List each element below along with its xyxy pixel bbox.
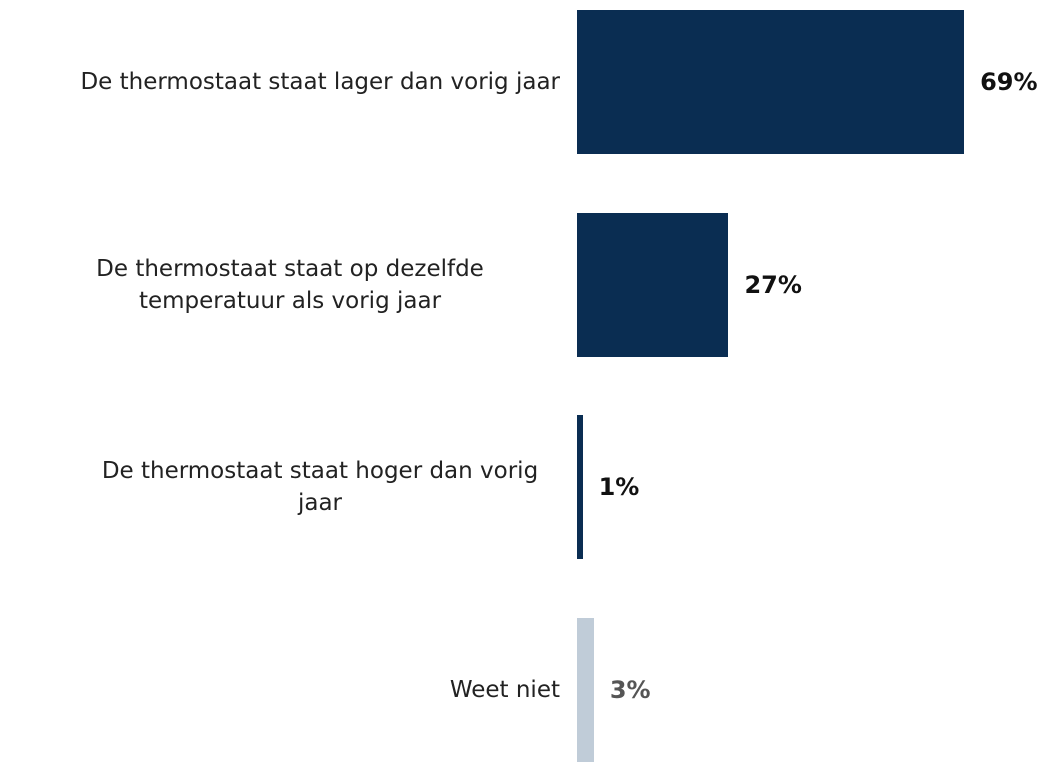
value-label: 1% (598, 473, 640, 501)
category-label: De thermostaat staat lager dan vorig jaa… (80, 69, 560, 95)
category-label: De thermostaat staat hoger dan vorig jaa… (101, 458, 539, 516)
category-label-box: De thermostaat staat lager dan vorig jaa… (80, 10, 560, 154)
bar (577, 10, 965, 154)
category-label: Weet niet (449, 676, 560, 703)
category-label: De thermostaat staat op dezelfde tempera… (96, 255, 484, 314)
bar (577, 617, 594, 762)
category-label-box: Weet niet (450, 618, 560, 762)
category-label-box: De thermostaat staat op dezelfde tempera… (20, 213, 560, 357)
category-label-box: De thermostaat staat hoger dan vorig jaa… (80, 415, 560, 559)
bar (577, 212, 729, 357)
value-label: 69% (980, 68, 1038, 96)
value-label: 3% (609, 675, 651, 704)
value-label: 27% (744, 270, 802, 299)
bar (577, 415, 583, 559)
